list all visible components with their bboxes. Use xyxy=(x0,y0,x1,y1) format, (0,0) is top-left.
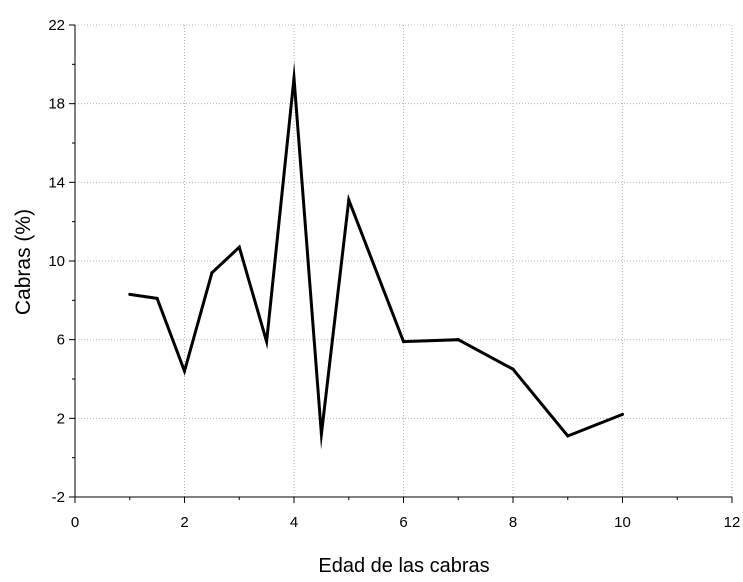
data-point xyxy=(155,296,159,300)
x-tick-label: 0 xyxy=(71,514,79,531)
y-tick-label: 6 xyxy=(57,332,65,349)
data-point xyxy=(347,198,351,202)
y-tick-label: 18 xyxy=(48,96,65,113)
data-point xyxy=(210,271,214,275)
y-tick-label: 14 xyxy=(48,174,65,191)
x-tick-label: 6 xyxy=(399,514,407,531)
data-point xyxy=(621,412,624,416)
data-point xyxy=(265,340,269,344)
data-point xyxy=(402,340,405,344)
x-tick-label: 12 xyxy=(724,514,741,531)
series-layer xyxy=(128,61,624,450)
data-point xyxy=(456,338,460,342)
x-tick-label: 8 xyxy=(509,514,517,531)
x-tick-label: 10 xyxy=(614,514,631,531)
data-point xyxy=(237,245,241,249)
data-point xyxy=(128,292,132,296)
y-tick-label: 2 xyxy=(57,410,65,427)
x-tick-label: 4 xyxy=(290,514,298,531)
y-tick-label: 10 xyxy=(48,253,65,270)
data-point xyxy=(292,76,296,80)
y-axis-title: Cabras (%) xyxy=(12,209,35,315)
series-line xyxy=(129,61,624,450)
y-tick-label: -2 xyxy=(52,489,65,506)
x-tick-label: 2 xyxy=(180,514,188,531)
grid-lines xyxy=(75,24,733,497)
data-point xyxy=(183,369,186,373)
data-point xyxy=(566,434,570,438)
axes xyxy=(69,24,733,503)
data-point xyxy=(511,367,515,371)
tick-labels: 0 2 4 6 8 10 12 -2 2 6 10 14 18 22 xyxy=(48,17,740,531)
y-tick-label: 22 xyxy=(48,17,65,34)
data-point xyxy=(319,432,323,436)
x-axis-title: Edad de las cabras xyxy=(318,555,489,577)
